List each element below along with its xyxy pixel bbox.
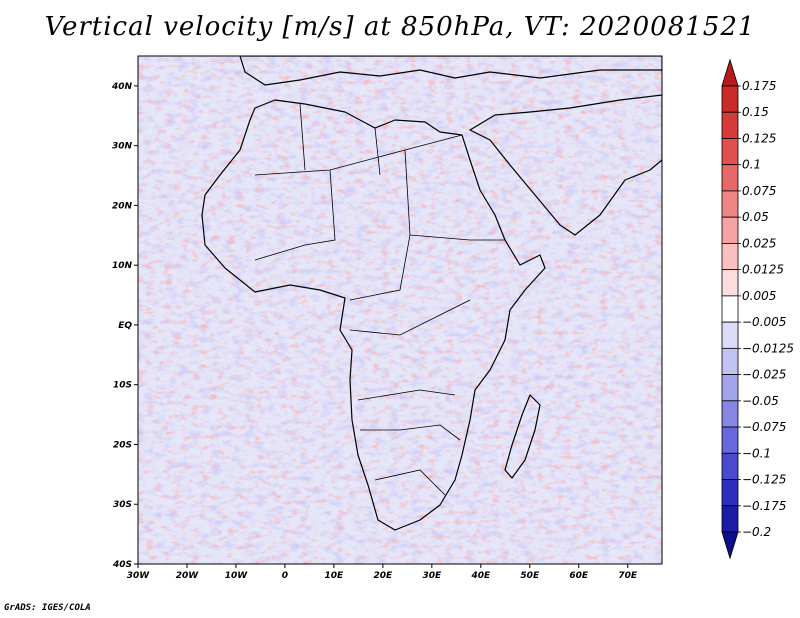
colorbar: 0.175 0.15 0.125 0.1 0.075 0.05 0.025 0.0125 0.0… — [721, 58, 794, 560]
lat-tick-label-0: 40N — [111, 82, 133, 92]
lat-tick-label-2: 20N — [112, 201, 133, 211]
colorbar-label-15: −0.125 — [742, 473, 786, 487]
colorbar-swatch-11 — [721, 347, 739, 375]
lon-tick-label-6: 30E — [422, 571, 442, 581]
colorbar-label-10: −0.0125 — [742, 341, 794, 355]
africa-coastline — [201, 99, 546, 531]
longitude-axis: 30W 20W 10W 0 10E 20E 30E 40E 50E 60E 70E — [127, 564, 638, 581]
lon-tick-label-1: 20W — [176, 571, 200, 581]
colorbar-swatch-9 — [721, 295, 739, 323]
colorbar-swatch-4 — [721, 164, 739, 192]
colorbar-swatch-12 — [721, 374, 739, 402]
colorbar-label-2: 0.125 — [742, 131, 776, 145]
lon-tick-label-10: 70E — [618, 571, 638, 581]
map-frame — [137, 55, 663, 565]
colorbar-swatch-13 — [721, 400, 739, 428]
colorbar-label-9: −0.005 — [742, 315, 786, 329]
lon-tick-label-4: 10E — [325, 571, 345, 581]
lon-tick-label-3: 0 — [282, 571, 288, 581]
colorbar-swatch-6 — [721, 216, 739, 244]
colorbar-swatch-14 — [721, 426, 739, 454]
colorbar-swatch-5 — [721, 190, 739, 218]
lat-tick-label-8: 40S — [112, 560, 132, 570]
lat-tick-label-5: 10S — [113, 381, 132, 391]
lon-tick-label-8: 50E — [520, 571, 540, 581]
country-borders — [254, 103, 505, 496]
lat-tick-label-3: 10N — [112, 261, 133, 271]
grads-credit: GrADS: IGES/COLA — [4, 603, 91, 613]
colorbar-label-1: 0.15 — [742, 105, 769, 119]
colorbar-swatch-8 — [721, 269, 739, 297]
colorbar-label-7: 0.0125 — [742, 263, 784, 277]
colorbar-label-11: −0.025 — [742, 368, 786, 382]
colorbar-label-16: −0.175 — [742, 499, 786, 513]
colorbar-swatch-7 — [721, 243, 739, 271]
colorbar-swatch-1 — [721, 85, 739, 113]
arabia-coastline — [469, 94, 662, 236]
lat-tick-label-6: 20S — [113, 440, 132, 450]
colorbar-label-8: 0.005 — [742, 289, 776, 303]
colorbar-label-0: 0.175 — [742, 79, 776, 93]
colorbar-label-12: −0.05 — [742, 394, 779, 408]
colorbar-swatch-0 — [721, 58, 739, 87]
colorbar-label-17: −0.2 — [742, 525, 771, 539]
colorbar-swatch-15 — [721, 452, 739, 480]
colorbar-label-5: 0.05 — [742, 210, 769, 224]
lon-tick-label-2: 10W — [225, 571, 249, 581]
lon-tick-label-9: 60E — [569, 571, 589, 581]
colorbar-swatch-3 — [721, 138, 739, 166]
colorbar-label-14: −0.1 — [742, 446, 771, 460]
lon-tick-label-7: 40E — [470, 571, 491, 581]
madagascar-coastline — [504, 394, 541, 479]
colorbar-label-4: 0.075 — [742, 184, 776, 198]
colorbar-label-3: 0.1 — [742, 158, 761, 172]
coastlines — [201, 56, 662, 531]
colorbar-swatch-17 — [721, 505, 739, 533]
lat-tick-label-1: 30N — [112, 142, 133, 152]
latitude-axis: 40N 30N 20N 10N EQ 10S 20S 30S 40S — [111, 82, 138, 570]
colorbar-swatch-18 — [721, 531, 739, 560]
colorbar-label-13: −0.075 — [742, 420, 786, 434]
lat-tick-label-4: EQ — [118, 321, 132, 331]
colorbar-swatch-2 — [721, 111, 739, 139]
europe-coastline — [239, 56, 662, 86]
map-title: Vertical velocity [m/s] at 850hPa, VT: 2… — [44, 12, 756, 42]
colorbar-swatch-16 — [721, 479, 739, 507]
lat-tick-label-7: 30S — [113, 500, 132, 510]
lon-tick-label-5: 20E — [374, 571, 394, 581]
lon-tick-label-0: 30W — [127, 571, 151, 581]
colorbar-swatch-10 — [721, 321, 739, 349]
velocity-field — [138, 56, 662, 564]
colorbar-label-6: 0.025 — [742, 236, 776, 250]
